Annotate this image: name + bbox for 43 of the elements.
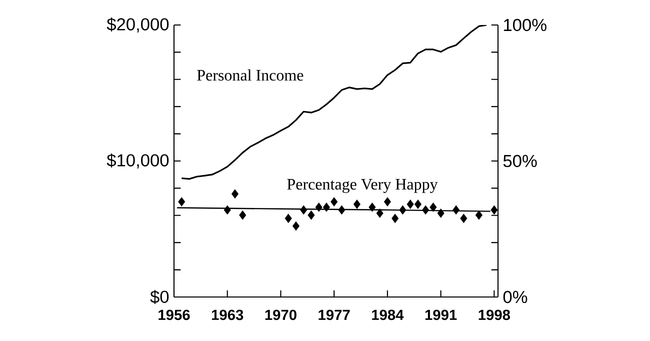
point [232, 189, 238, 198]
point [452, 205, 460, 214]
line-series [180, 24, 488, 180]
x-tick-label: 1977 [318, 310, 350, 320]
x-tick-label: 1998 [478, 310, 510, 320]
point [406, 200, 414, 209]
point [376, 208, 384, 218]
y2-tick-label: 0% [503, 290, 528, 304]
point [392, 214, 399, 223]
point [178, 197, 186, 206]
point [368, 202, 376, 212]
point [308, 210, 315, 220]
point [437, 208, 444, 218]
x-tick-label: 1991 [425, 310, 457, 320]
point [384, 197, 391, 206]
y-tick-label: $20,000 [106, 17, 169, 33]
point [414, 200, 422, 209]
point [460, 214, 468, 223]
point [239, 210, 246, 220]
x-tick-label: 1963 [212, 310, 244, 320]
y2-tick-label: 50% [503, 154, 537, 168]
y-tick-label: $0 [150, 290, 169, 304]
point [475, 210, 482, 220]
point [292, 221, 300, 231]
x-tick-label: 1984 [372, 310, 404, 320]
point [300, 205, 308, 214]
y2-tick-label: 100% [504, 18, 546, 32]
y-tick-label: $10,000 [106, 153, 169, 169]
point [399, 205, 406, 214]
point [284, 214, 292, 223]
point [315, 202, 322, 212]
x-tick-label: 1970 [265, 310, 296, 320]
point [224, 205, 231, 214]
point [323, 202, 330, 212]
point [430, 202, 437, 212]
point [330, 197, 338, 206]
series-label: Percentage Very Happy [287, 179, 438, 193]
point [422, 205, 430, 214]
point [354, 200, 360, 209]
point [490, 205, 498, 214]
x-tick-label: 1956 [158, 310, 190, 320]
point [338, 205, 346, 214]
series-label: Personal Income [197, 69, 304, 81]
